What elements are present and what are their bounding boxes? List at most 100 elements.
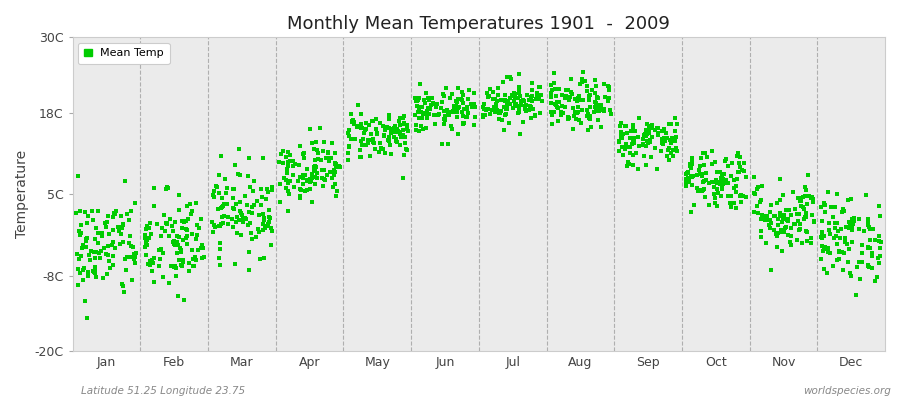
Point [668, 115, 682, 121]
Point [482, 111, 497, 117]
Point [327, 171, 341, 178]
Point [773, 209, 788, 216]
Point [116, 221, 130, 228]
Point [444, 123, 458, 129]
Point [751, 209, 765, 216]
Point [207, 194, 221, 200]
Point [544, 108, 558, 115]
Point [527, 113, 542, 119]
Point [644, 123, 658, 129]
Point [498, 92, 512, 98]
Point [500, 74, 515, 80]
Point [775, 229, 789, 236]
Point [518, 106, 532, 112]
Point [256, 154, 270, 161]
Point [351, 123, 365, 129]
Point [872, 238, 886, 244]
Point [86, 269, 101, 276]
Point [792, 195, 806, 202]
Point [814, 243, 829, 249]
Point [273, 181, 287, 187]
Point [310, 146, 324, 153]
Point [357, 130, 372, 136]
Point [116, 238, 130, 245]
Point [146, 260, 160, 266]
Point [526, 106, 541, 112]
Point [80, 220, 94, 226]
Point [682, 163, 697, 170]
Point [752, 199, 767, 205]
Point [410, 98, 424, 105]
Point [657, 135, 671, 141]
Point [91, 230, 105, 236]
Point [612, 138, 626, 144]
Point [279, 154, 293, 161]
Point [666, 153, 680, 159]
Point [259, 196, 274, 202]
Point [302, 176, 317, 182]
Point [180, 202, 194, 209]
Point [488, 109, 502, 116]
Point [754, 234, 769, 240]
Point [298, 172, 312, 178]
Point [715, 178, 729, 184]
Point [752, 184, 766, 190]
Point [724, 193, 738, 199]
Point [814, 256, 829, 262]
Point [492, 110, 507, 117]
Point [213, 153, 228, 160]
Point [799, 187, 814, 194]
Point [210, 184, 224, 190]
Point [834, 249, 849, 256]
Point [724, 173, 738, 179]
Point [305, 171, 320, 177]
Point [357, 127, 372, 133]
Point [76, 276, 90, 283]
Point [569, 116, 583, 122]
Point [281, 179, 295, 186]
Point [206, 192, 220, 198]
Point [480, 90, 494, 97]
Point [388, 123, 402, 130]
Point [806, 218, 821, 225]
Point [845, 225, 859, 231]
Point [721, 163, 735, 169]
Point [797, 184, 812, 190]
Point [507, 98, 521, 104]
Point [420, 111, 435, 118]
Point [228, 261, 242, 267]
Point [399, 146, 413, 152]
Point [417, 96, 431, 103]
Point [665, 135, 680, 141]
Point [571, 104, 585, 110]
Point [739, 194, 753, 200]
Point [100, 219, 114, 225]
Point [512, 90, 526, 96]
Point [451, 84, 465, 91]
Point [155, 225, 169, 231]
Point [400, 147, 414, 154]
Point [207, 222, 221, 228]
Point [734, 192, 748, 198]
Point [638, 143, 652, 149]
Point [680, 175, 695, 182]
Point [489, 101, 503, 107]
Point [502, 100, 517, 107]
Point [696, 186, 710, 193]
Point [443, 95, 457, 101]
Point [70, 251, 85, 258]
Point [393, 134, 408, 141]
Point [93, 255, 107, 261]
Point [505, 105, 519, 112]
Point [80, 314, 94, 321]
Point [322, 158, 337, 165]
Point [374, 145, 389, 151]
Point [583, 92, 598, 98]
Point [494, 97, 508, 104]
Point [490, 102, 504, 109]
Point [449, 109, 464, 115]
Point [860, 222, 875, 228]
Point [504, 76, 518, 82]
Point [80, 235, 94, 242]
Point [400, 126, 414, 133]
